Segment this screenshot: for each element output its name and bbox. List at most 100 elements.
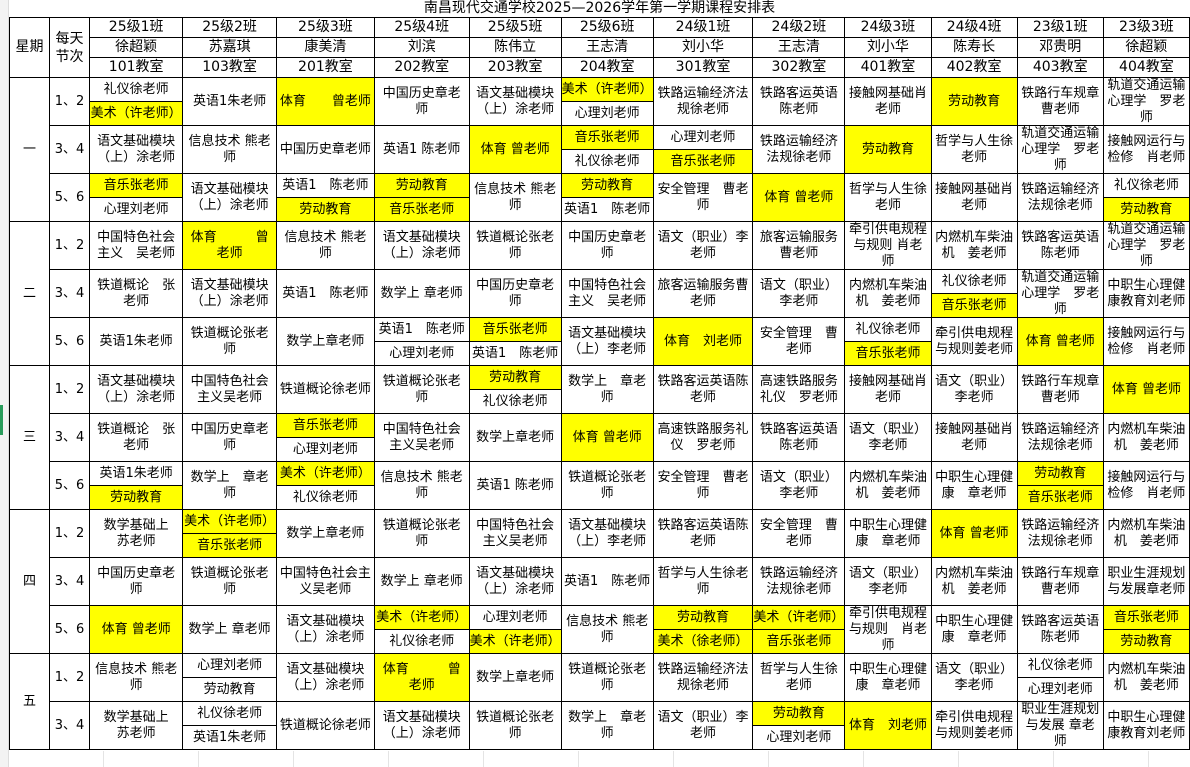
schedule-cell[interactable]: 铁道概论张老师 (373, 365, 470, 414)
period-label[interactable]: 3、4 (48, 701, 91, 750)
schedule-cell[interactable]: 接触网运行与检修 肖老师 (1102, 125, 1190, 174)
course[interactable]: 铁道概论张老师 (190, 565, 269, 597)
course[interactable]: 体育 曾老师 (382, 661, 461, 693)
course[interactable]: 语文基础模块（上）涂老师 (476, 85, 555, 117)
schedule-cell[interactable]: 铁道概论张老师 (468, 221, 562, 270)
course[interactable]: 中职生心理健康 章老师 (935, 613, 1014, 645)
course[interactable]: 语文基础模块（上）涂老师 (190, 181, 269, 213)
course[interactable]: 接触网基础肖老师 (935, 181, 1014, 213)
course[interactable]: 内燃机车柴油机 姜老师 (935, 565, 1014, 597)
schedule-cell[interactable]: 劳动教育 礼仪徐老师 (468, 365, 562, 414)
schedule-cell[interactable]: 礼仪徐老师 音乐张老师 (930, 269, 1018, 318)
schedule-cell[interactable]: 英语1 陈老师 (373, 125, 470, 174)
schedule-cell[interactable]: 铁道概论张老师 (468, 701, 562, 750)
course[interactable]: 数学上 章老师 (380, 285, 463, 301)
course[interactable]: 旅客运输服务曹老师 (657, 277, 749, 309)
class-teacher[interactable]: 王志清 (752, 37, 846, 58)
schedule-cell[interactable]: 英语1 陈老师 (276, 269, 375, 318)
course[interactable]: 中国特色社会主义吴老师 (190, 373, 269, 405)
course[interactable]: 体育 刘老师 (664, 333, 743, 349)
course[interactable]: 数学基础上 苏老师 (103, 709, 182, 741)
course[interactable]: 中国特色社会主义 吴老师 (568, 277, 647, 309)
course[interactable]: 语文（职业）李老师 (657, 229, 749, 261)
course[interactable]: 体育 刘老师 (848, 717, 927, 733)
schedule-cell[interactable]: 语文基础模块（上）涂老师 (276, 653, 375, 702)
schedule-cell[interactable]: 数学上 章老师 (373, 269, 470, 318)
class-teacher[interactable]: 邓贵明 (1016, 37, 1104, 58)
schedule-cell[interactable]: 美术（许老师） 礼仪徐老师 (276, 461, 375, 510)
class-teacher[interactable]: 刘小华 (844, 37, 932, 58)
course-bottom[interactable]: 心理刘老师 (766, 729, 832, 745)
schedule-cell[interactable]: 中职生心理健康 章老师 (844, 509, 932, 558)
schedule-cell[interactable]: 安全管理 曹老师 (752, 509, 846, 558)
schedule-cell[interactable]: 劳动教育 (930, 77, 1018, 126)
schedule-cell[interactable]: 铁道概论张老师 (182, 317, 278, 366)
schedule-cell[interactable]: 铁道概论徐老师 (276, 701, 375, 750)
course[interactable]: 语文基础模块（上）涂老师 (190, 277, 269, 309)
schedule-cell[interactable]: 铁道概论张老师 (182, 557, 278, 606)
course[interactable]: 中国特色社会主义吴老师 (476, 517, 555, 549)
schedule-cell[interactable]: 铁路客运英语陈老师 (752, 413, 846, 462)
course[interactable]: 语文（职业）李老师 (759, 277, 838, 309)
course[interactable]: 哲学与人生徐老师 (935, 133, 1014, 165)
schedule-cell[interactable]: 信息技术 熊老师 (276, 221, 375, 270)
course[interactable]: 体育 曾老师 (101, 621, 171, 637)
course-top[interactable]: 劳动教育 (375, 174, 469, 198)
course[interactable]: 中国历史章老师 (568, 229, 647, 261)
period-label[interactable]: 3、4 (48, 269, 91, 318)
class-teacher[interactable]: 陈寿长 (930, 37, 1018, 58)
schedule-cell[interactable]: 接触网基础肖老师 (844, 365, 932, 414)
course[interactable]: 高速铁路服务礼仪 罗老师 (657, 421, 749, 453)
course[interactable]: 中国特色社会主义吴老师 (382, 421, 461, 453)
course[interactable]: 信息技术 熊老师 (380, 469, 463, 501)
schedule-cell[interactable]: 数学上章老师 (276, 317, 375, 366)
course-top[interactable]: 英语1 陈老师 (375, 319, 469, 342)
class-name[interactable]: 25级4班 (373, 17, 470, 38)
schedule-cell[interactable]: 铁路客运英语陈老师 (752, 77, 846, 126)
schedule-cell[interactable]: 铁路客运英语陈老师 (652, 509, 754, 558)
course[interactable]: 中国历史章老师 (279, 141, 371, 157)
schedule-cell[interactable]: 语文（职业）李老师 (752, 269, 846, 318)
schedule-cell[interactable]: 音乐张老师 英语1 陈老师 (468, 317, 562, 366)
schedule-cell[interactable]: 铁道概论 张老师 (89, 269, 184, 318)
course[interactable]: 铁路运输经济法规徐老师 (1021, 517, 1100, 549)
schedule-cell[interactable]: 铁道概论 张老师 (89, 413, 184, 462)
schedule-cell[interactable]: 接触网运行与检修 肖老师 (1102, 317, 1190, 366)
course[interactable]: 中国特色社会主义 吴老师 (97, 229, 176, 261)
course-bottom[interactable]: 礼仪徐老师 (574, 153, 640, 169)
schedule-cell[interactable]: 信息技术 熊老师 (468, 173, 562, 222)
course[interactable]: 铁路客运英语陈老师 (1021, 613, 1100, 645)
course[interactable]: 安全管理 曹老师 (759, 517, 838, 549)
schedule-cell[interactable]: 音乐张老师 劳动教育 (1102, 605, 1190, 654)
schedule-cell[interactable]: 礼仪徐老师 美术（许老师） (89, 77, 184, 126)
course-top[interactable]: 音乐张老师 (90, 174, 182, 198)
schedule-cell[interactable]: 铁路运输经济法规徐老师 (752, 125, 846, 174)
course[interactable]: 语文（职业）李老师 (848, 565, 927, 597)
course[interactable]: 数学上 章老师 (380, 573, 463, 589)
schedule-cell[interactable]: 信息技术 熊老师 (560, 605, 654, 654)
period-label[interactable]: 5、6 (48, 173, 91, 222)
course[interactable]: 语文（职业）李老师 (759, 469, 838, 501)
schedule-cell[interactable]: 安全管理 曹老师 (652, 461, 754, 510)
course[interactable]: 数学上 章老师 (568, 709, 647, 741)
schedule-cell[interactable]: 铁路行车规章曹老师 (1016, 77, 1104, 126)
course[interactable]: 英语1 陈老师 (476, 477, 554, 493)
course[interactable]: 牵引供电规程与规则姜老师 (935, 709, 1014, 741)
class-name[interactable]: 25级3班 (276, 17, 375, 38)
course-top[interactable]: 美术（许老师） (183, 510, 276, 534)
course-bottom[interactable]: 美术（徐老师） (654, 630, 752, 653)
schedule-cell[interactable]: 劳动教育 心理刘老师 (752, 701, 846, 750)
schedule-cell[interactable]: 中国历史章老师 (276, 125, 375, 174)
schedule-cell[interactable]: 铁路行车规章曹老师 (1016, 557, 1104, 606)
course[interactable]: 铁道概论张老师 (568, 661, 647, 693)
schedule-cell[interactable]: 英语1 陈老师 心理刘老师 (373, 317, 470, 366)
class-name[interactable]: 24级2班 (752, 17, 846, 38)
class-name[interactable]: 24级3班 (844, 17, 932, 38)
schedule-cell[interactable]: 英语1朱老师 (89, 317, 184, 366)
course[interactable]: 信息技术 熊老师 (474, 181, 557, 213)
course[interactable]: 牵引供电规程与规则 肖老师 (848, 221, 927, 269)
period-label[interactable]: 1、2 (48, 221, 91, 270)
schedule-cell[interactable]: 英语1朱老师 (182, 77, 278, 126)
schedule-cell[interactable]: 数学上章老师 (276, 509, 375, 558)
course-top[interactable]: 礼仪徐老师 (932, 271, 1017, 294)
